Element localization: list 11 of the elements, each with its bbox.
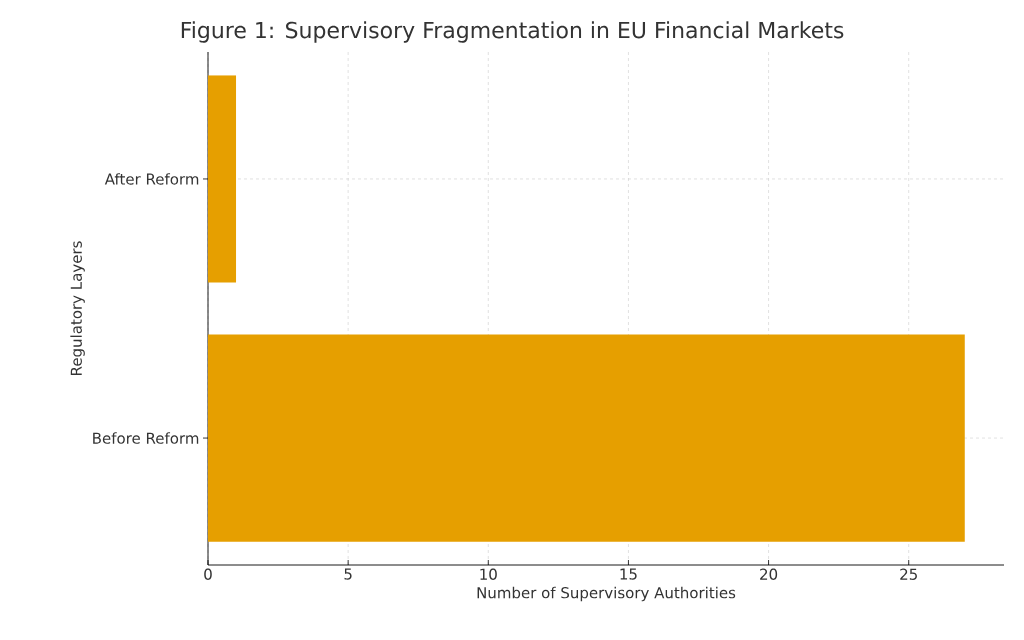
y-tick-label: Before Reform	[93, 432, 199, 444]
y-axis-title: Regulatory Layers	[70, 241, 85, 375]
x-tick-label: 25	[900, 568, 917, 580]
x-tick-label: 15	[620, 568, 637, 580]
x-tick-label: 20	[760, 568, 778, 580]
chart-title: Figure 1: Supervisory Fragmentation in EU Financial Markets	[181, 21, 844, 43]
x-tick-label: 0	[204, 568, 212, 580]
y-tick-label: After Reform	[104, 173, 199, 185]
x-tick-label: 10	[480, 568, 497, 580]
x-axis-title: Number of Supervisory Authorities	[477, 586, 736, 602]
x-tick-label: 5	[344, 568, 352, 580]
